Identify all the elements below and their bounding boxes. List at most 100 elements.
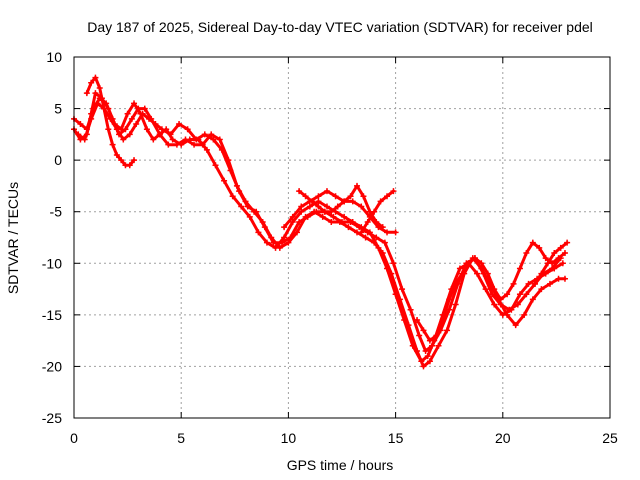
data-point xyxy=(270,239,277,246)
data-point xyxy=(289,213,296,220)
data-point xyxy=(561,275,568,282)
series-trace-7 xyxy=(358,188,397,236)
data-point xyxy=(315,203,322,210)
data-point xyxy=(459,270,466,277)
data-point xyxy=(435,342,442,349)
data-point xyxy=(253,208,260,215)
data-point xyxy=(538,286,545,293)
data-point xyxy=(126,162,133,169)
data-point xyxy=(452,280,459,287)
data-point xyxy=(122,126,129,133)
data-point xyxy=(506,306,513,313)
data-point xyxy=(347,219,354,226)
data-point xyxy=(491,286,498,293)
data-point xyxy=(131,100,138,107)
data-point xyxy=(199,141,206,148)
data-point xyxy=(542,255,549,262)
series-line xyxy=(297,184,385,229)
y-tick-label: -5 xyxy=(50,204,63,220)
data-point xyxy=(525,280,532,287)
data-point xyxy=(384,229,391,236)
data-point xyxy=(285,239,292,246)
x-tick-label: 0 xyxy=(70,430,78,446)
data-point xyxy=(482,286,489,293)
y-tick-label: -25 xyxy=(42,410,62,426)
data-point xyxy=(263,239,270,246)
data-point xyxy=(75,131,82,138)
data-point xyxy=(444,327,451,334)
y-axis-label: SDTVAR / TECUs xyxy=(5,182,21,294)
data-point xyxy=(221,177,228,184)
data-point xyxy=(328,208,335,215)
series-line xyxy=(533,241,569,286)
data-point xyxy=(296,188,303,195)
data-point xyxy=(364,219,371,226)
data-point xyxy=(358,229,365,236)
data-point xyxy=(203,146,210,153)
data-point xyxy=(246,213,253,220)
data-point xyxy=(371,239,378,246)
data-point xyxy=(278,239,285,246)
data-point xyxy=(390,188,397,195)
data-point xyxy=(158,126,165,133)
data-point xyxy=(429,342,436,349)
data-point xyxy=(512,322,519,329)
y-tick-label: 5 xyxy=(54,101,62,117)
data-point xyxy=(347,193,354,200)
data-point xyxy=(330,213,337,220)
data-point xyxy=(139,110,146,117)
x-tick-label: 5 xyxy=(177,430,185,446)
data-point xyxy=(555,275,562,282)
data-point xyxy=(546,280,553,287)
data-point xyxy=(146,115,153,122)
data-point xyxy=(354,182,361,189)
data-point xyxy=(83,90,90,97)
data-point xyxy=(356,224,363,231)
y-tick-label: -20 xyxy=(42,358,62,374)
data-point xyxy=(304,213,311,220)
data-point xyxy=(452,301,459,308)
series-line xyxy=(359,189,395,234)
data-point xyxy=(390,260,397,267)
data-point xyxy=(141,105,148,112)
data-series xyxy=(71,74,571,370)
data-point xyxy=(77,121,84,128)
data-point xyxy=(218,146,225,153)
data-point xyxy=(392,229,399,236)
data-point xyxy=(96,84,103,91)
data-point xyxy=(321,208,328,215)
data-point xyxy=(118,157,125,164)
data-point xyxy=(529,239,536,246)
data-point xyxy=(420,363,427,370)
data-point xyxy=(379,249,386,256)
data-point xyxy=(227,167,234,174)
data-point xyxy=(131,157,138,164)
data-point xyxy=(538,270,545,277)
data-point xyxy=(113,151,120,158)
data-point xyxy=(384,193,391,200)
data-point xyxy=(345,224,352,231)
data-point xyxy=(276,244,283,251)
data-point xyxy=(426,358,433,365)
data-point xyxy=(101,105,108,112)
series-line xyxy=(282,189,398,234)
data-point xyxy=(201,131,208,138)
data-point xyxy=(289,219,296,226)
y-tick-label: 10 xyxy=(46,49,62,65)
data-point xyxy=(176,121,183,128)
data-point xyxy=(559,260,566,267)
data-point xyxy=(152,121,159,128)
data-point xyxy=(358,203,365,210)
data-point xyxy=(124,110,131,117)
data-point xyxy=(208,131,215,138)
x-tick-labels: 0 5 10 15 20 25 xyxy=(70,430,618,446)
data-point xyxy=(133,121,140,128)
data-point xyxy=(514,301,521,308)
data-point xyxy=(339,219,345,226)
data-point xyxy=(287,234,294,241)
axis-ticks xyxy=(73,56,611,419)
data-point xyxy=(521,311,528,318)
data-point xyxy=(126,131,133,138)
data-point xyxy=(92,74,99,81)
